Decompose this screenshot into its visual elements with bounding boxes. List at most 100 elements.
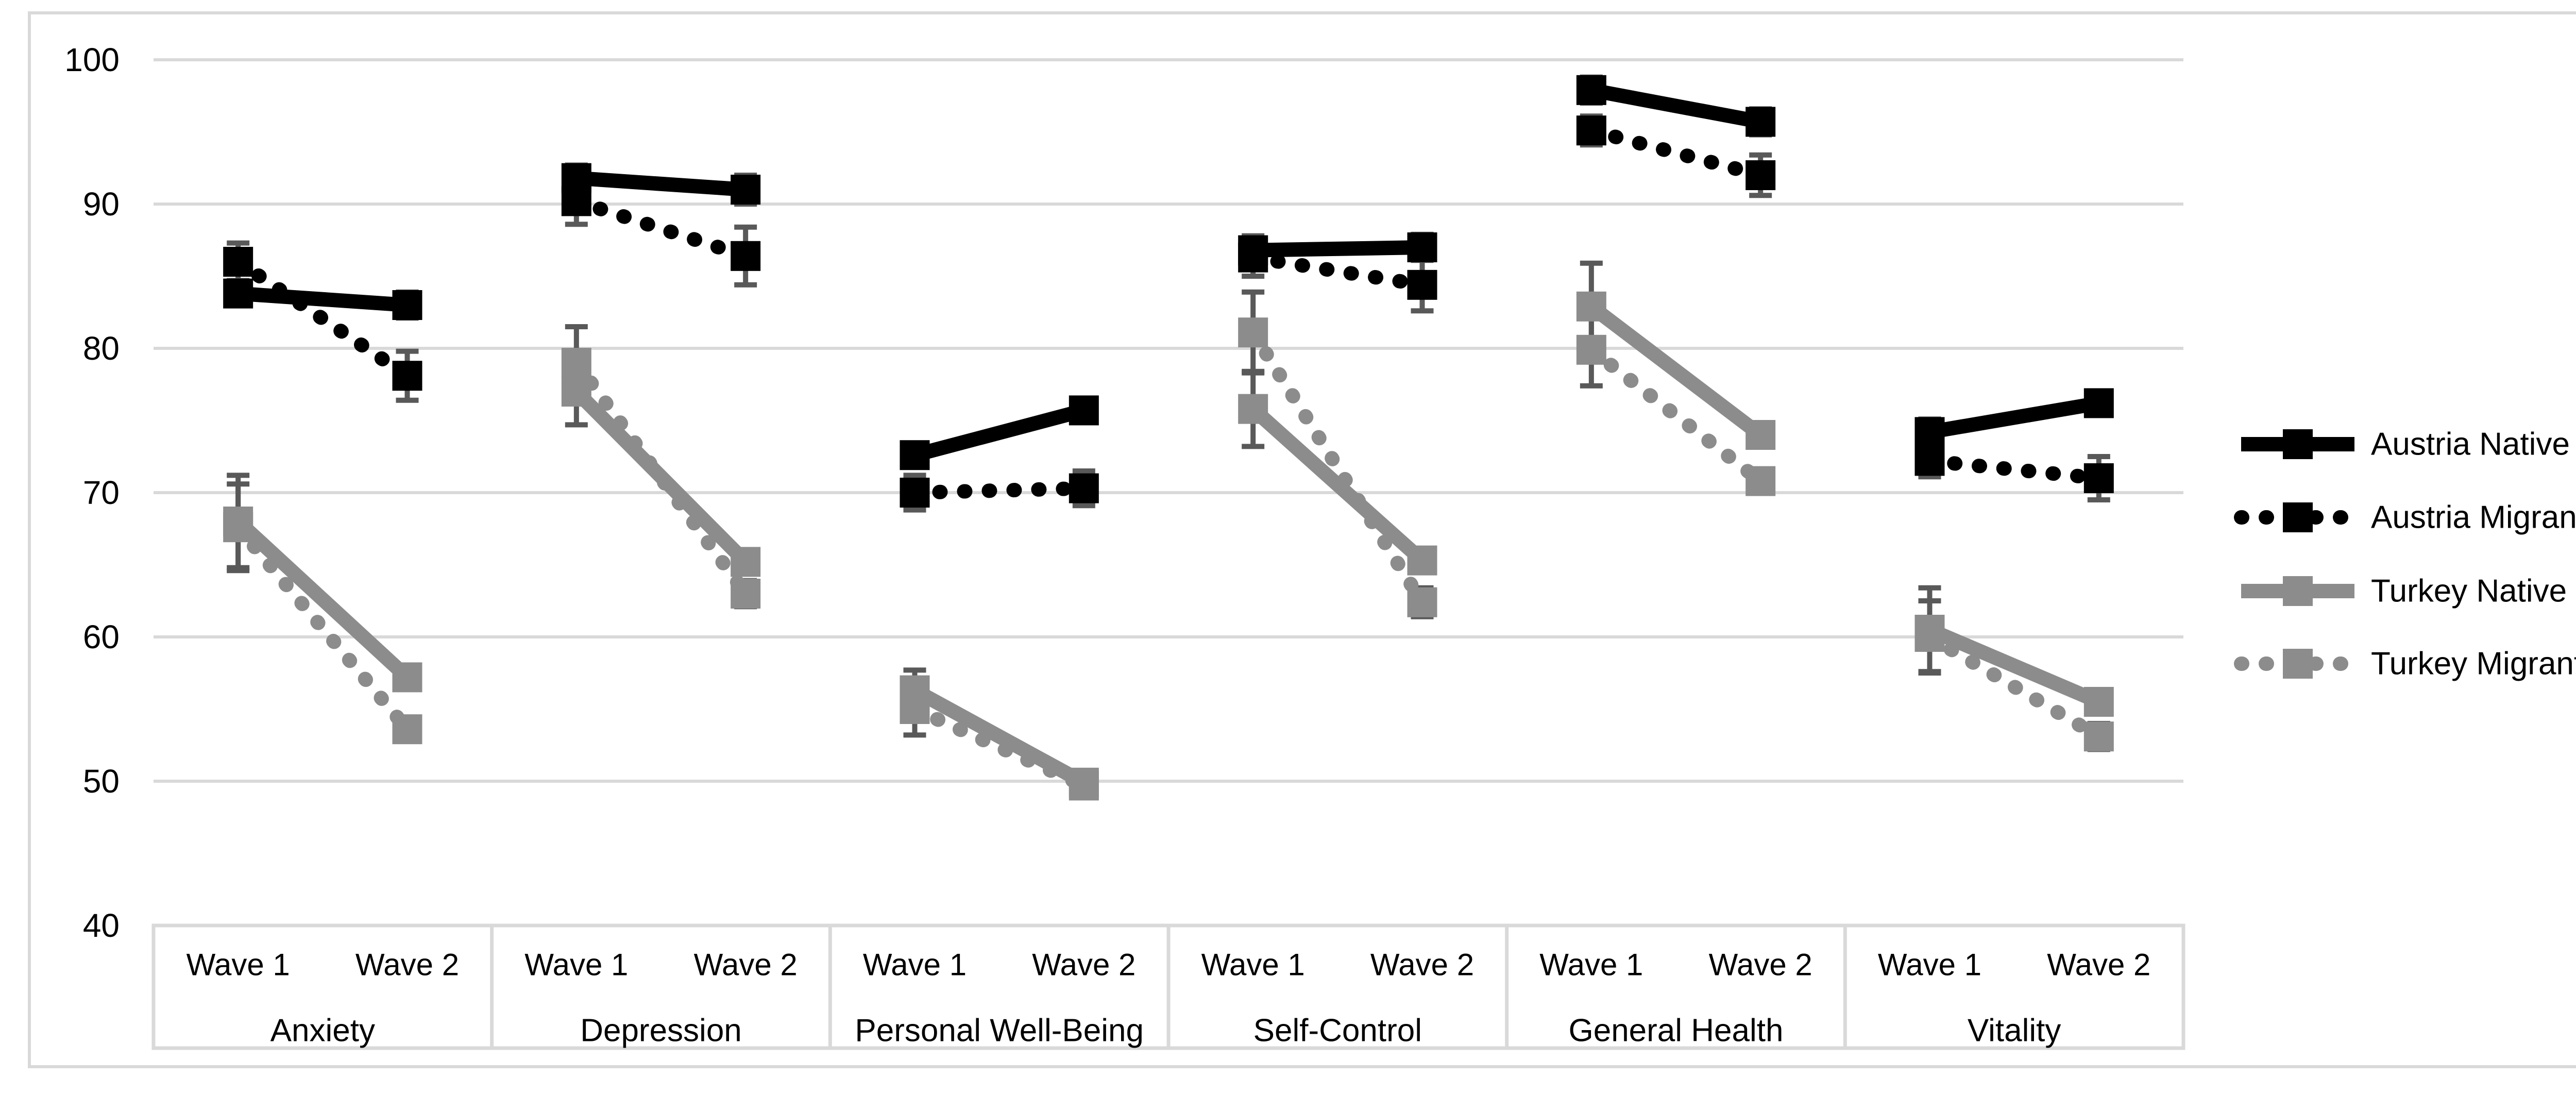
series-segment [571, 386, 751, 567]
category-label: Self-Control [1253, 1013, 1422, 1049]
y-tick-label: 40 [83, 907, 120, 944]
square-marker [1407, 232, 1437, 262]
series-segment [1248, 403, 1427, 566]
square-marker [1407, 587, 1437, 617]
square-marker [1576, 291, 1606, 322]
series-segment [1927, 623, 2102, 709]
square-marker [900, 675, 930, 705]
square-marker [223, 247, 253, 277]
series-segment [1246, 325, 1430, 610]
square-marker [731, 579, 761, 609]
series-line-turkey-native [233, 300, 2102, 789]
square-marker [2083, 388, 2114, 418]
legend-entry-turkey-migrant: Turkey Migrant [2234, 646, 2576, 682]
category-label: Vitality [1968, 1013, 2061, 1049]
square-marker [561, 377, 591, 407]
category-label: General Health [1568, 1013, 1783, 1049]
square-marker [1914, 417, 1945, 447]
series-markers-austria-native [223, 75, 2114, 470]
chart-root: 100 90 80 70 60 50 40 Wave 1 Wave 2 Anxiety Wave 1… [28, 11, 2576, 1068]
square-marker [1238, 394, 1268, 424]
y-tick-label: 60 [83, 618, 120, 655]
series-segment [231, 255, 415, 383]
square-marker [392, 714, 422, 745]
wave-label: Wave 2 [1370, 948, 1474, 982]
wave-label: Wave 2 [1032, 948, 1136, 982]
square-marker [731, 547, 761, 577]
square-marker [1745, 160, 1776, 190]
legend-marker-square [2283, 502, 2313, 532]
square-marker [1407, 270, 1437, 300]
series-segment [233, 516, 412, 683]
square-marker [731, 241, 761, 271]
square-marker [1745, 420, 1776, 450]
wave-label: Wave 1 [863, 948, 967, 982]
series-segment [1928, 396, 2100, 440]
wave-label: Wave 2 [2047, 948, 2150, 982]
wave-label: Wave 2 [1709, 948, 1812, 982]
series-segment [569, 194, 753, 263]
square-marker [1576, 115, 1606, 146]
wave-label: Wave 1 [187, 948, 290, 982]
square-marker [2083, 463, 2114, 493]
square-marker [1407, 545, 1437, 576]
square-marker [1238, 235, 1268, 265]
square-marker [392, 662, 422, 693]
wave-label: Wave 1 [1878, 948, 1981, 982]
series-line-austria-migrant [231, 123, 2106, 500]
series-segment [1590, 83, 1762, 129]
category-label: Depression [580, 1013, 742, 1049]
legend-marker-square [2283, 576, 2313, 606]
series-markers-austria-migrant [223, 115, 2114, 508]
error-bars [227, 74, 2110, 794]
square-marker [1914, 615, 1945, 645]
square-marker [900, 440, 930, 470]
series-segment [238, 286, 408, 312]
chart-frame [28, 11, 2576, 1068]
legend-marker-square [2283, 429, 2313, 459]
square-marker [223, 507, 253, 536]
series-segment [1584, 342, 1768, 489]
series-segment [231, 520, 415, 737]
square-marker [561, 163, 591, 193]
square-marker [223, 278, 253, 309]
series-segment [911, 684, 1088, 789]
series-markers-turkey-migrant [223, 317, 2114, 801]
y-tick-label: 100 [64, 41, 120, 78]
legend-label: Austria Migrant [2371, 500, 2576, 535]
legend-entry-austria-migrant: Austria Migrant [2234, 500, 2576, 535]
series-markers-turkey-native [223, 291, 2114, 798]
series-line-austria-native [238, 83, 2100, 462]
square-marker [1238, 317, 1268, 348]
wave-label: Wave 2 [694, 948, 798, 982]
square-marker [1069, 395, 1099, 426]
series-segment [575, 171, 747, 197]
series-segment [1922, 453, 2106, 485]
square-marker [2083, 721, 2114, 752]
series-segment [1252, 240, 1422, 258]
series-segment [1246, 250, 1430, 292]
y-tick-label: 90 [83, 186, 120, 223]
y-tick-label: 70 [83, 474, 120, 511]
legend-label: Turkey Native [2371, 574, 2567, 609]
series-segment [1584, 123, 1768, 182]
square-marker [1576, 75, 1606, 105]
legend-entry-turkey-native: Turkey Native [2241, 574, 2567, 609]
legend-entry-austria-native: Austria Native [2241, 427, 2570, 462]
series-segment [1922, 630, 2106, 744]
square-marker [1745, 466, 1776, 496]
wave-label: Wave 1 [1539, 948, 1643, 982]
category-label: Personal Well-Being [855, 1013, 1144, 1049]
series-segment [1587, 300, 1765, 441]
category-label: Anxiety [270, 1013, 375, 1049]
square-marker [900, 478, 930, 508]
wave-label: Wave 2 [355, 948, 459, 982]
legend-label: Turkey Migrant [2371, 646, 2576, 682]
legend-marker-square [2283, 649, 2313, 679]
square-marker [1069, 767, 1099, 798]
series-segment [912, 403, 1086, 462]
series-line-turkey-migrant [231, 325, 2106, 793]
square-marker [1576, 334, 1606, 365]
